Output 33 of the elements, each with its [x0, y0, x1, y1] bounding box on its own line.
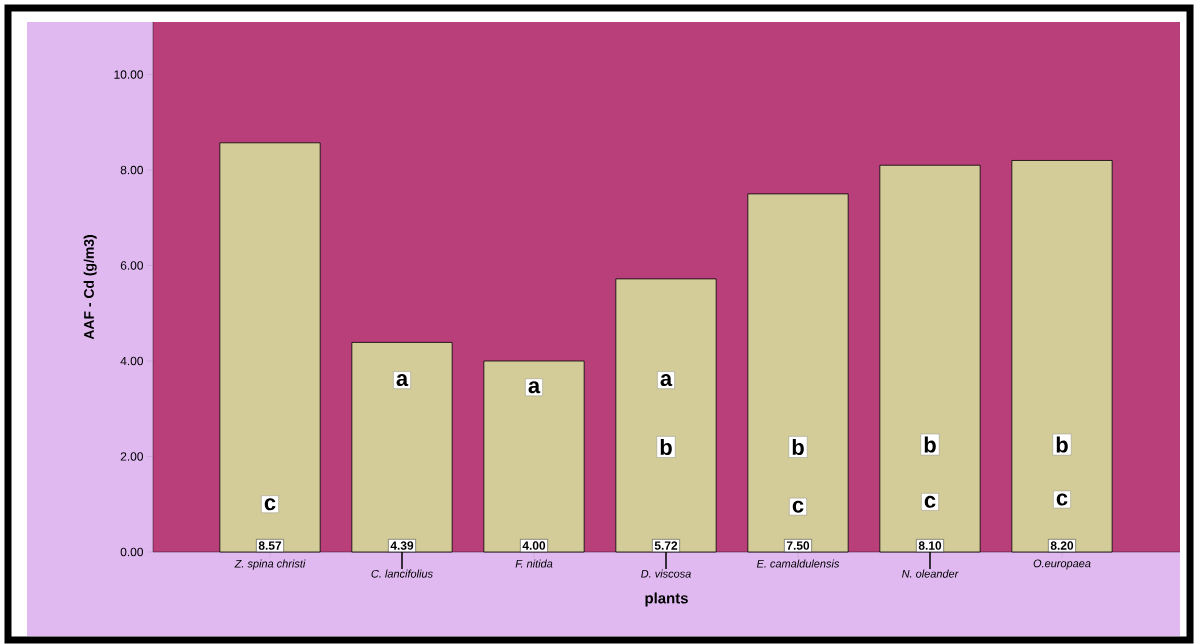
data-label: 5.72	[654, 541, 678, 550]
y-tick-label: 2.00	[120, 452, 144, 461]
x-axis-title: plants	[645, 592, 688, 607]
annotation: b	[660, 438, 672, 456]
annotation: a	[660, 374, 673, 387]
data-label: 8.57	[258, 541, 282, 550]
y-tick-label: 4.00	[120, 356, 144, 366]
y-axis-title: AAF - Cd (g/m3)	[83, 235, 97, 340]
x-tick-label: C. lancifolius	[371, 569, 433, 578]
x-tick-label: F. nitida	[515, 559, 553, 568]
y-tick-label: 0.00	[120, 547, 144, 557]
x-tick-label: Z. spina christi	[234, 559, 306, 570]
annotation: a	[396, 374, 409, 387]
annotation: c	[792, 500, 804, 513]
data-label: 4.39	[390, 541, 414, 550]
annotation: c	[264, 498, 276, 511]
y-tick-label: 6.00	[120, 261, 144, 270]
annotation: b	[1056, 436, 1068, 453]
x-tick-label: D. viscosa	[641, 569, 691, 578]
data-label: 8.10	[918, 541, 942, 550]
annotation: c	[924, 495, 936, 508]
data-label: 8.20	[1050, 541, 1074, 550]
y-tick-label: 8.00	[120, 165, 144, 175]
x-tick-label: E. camaldulensis	[756, 559, 840, 568]
annotation: a	[528, 381, 541, 394]
annotation: b	[792, 438, 804, 456]
data-label: 7.50	[786, 541, 810, 550]
data-label: 4.00	[522, 541, 546, 550]
x-tick-label: N. oleander	[902, 569, 959, 578]
x-tick-label: O.europaea	[1033, 559, 1091, 570]
y-tick-label: 10.00	[114, 70, 144, 79]
annotation: b	[924, 436, 936, 453]
annotation: c	[1056, 493, 1068, 506]
